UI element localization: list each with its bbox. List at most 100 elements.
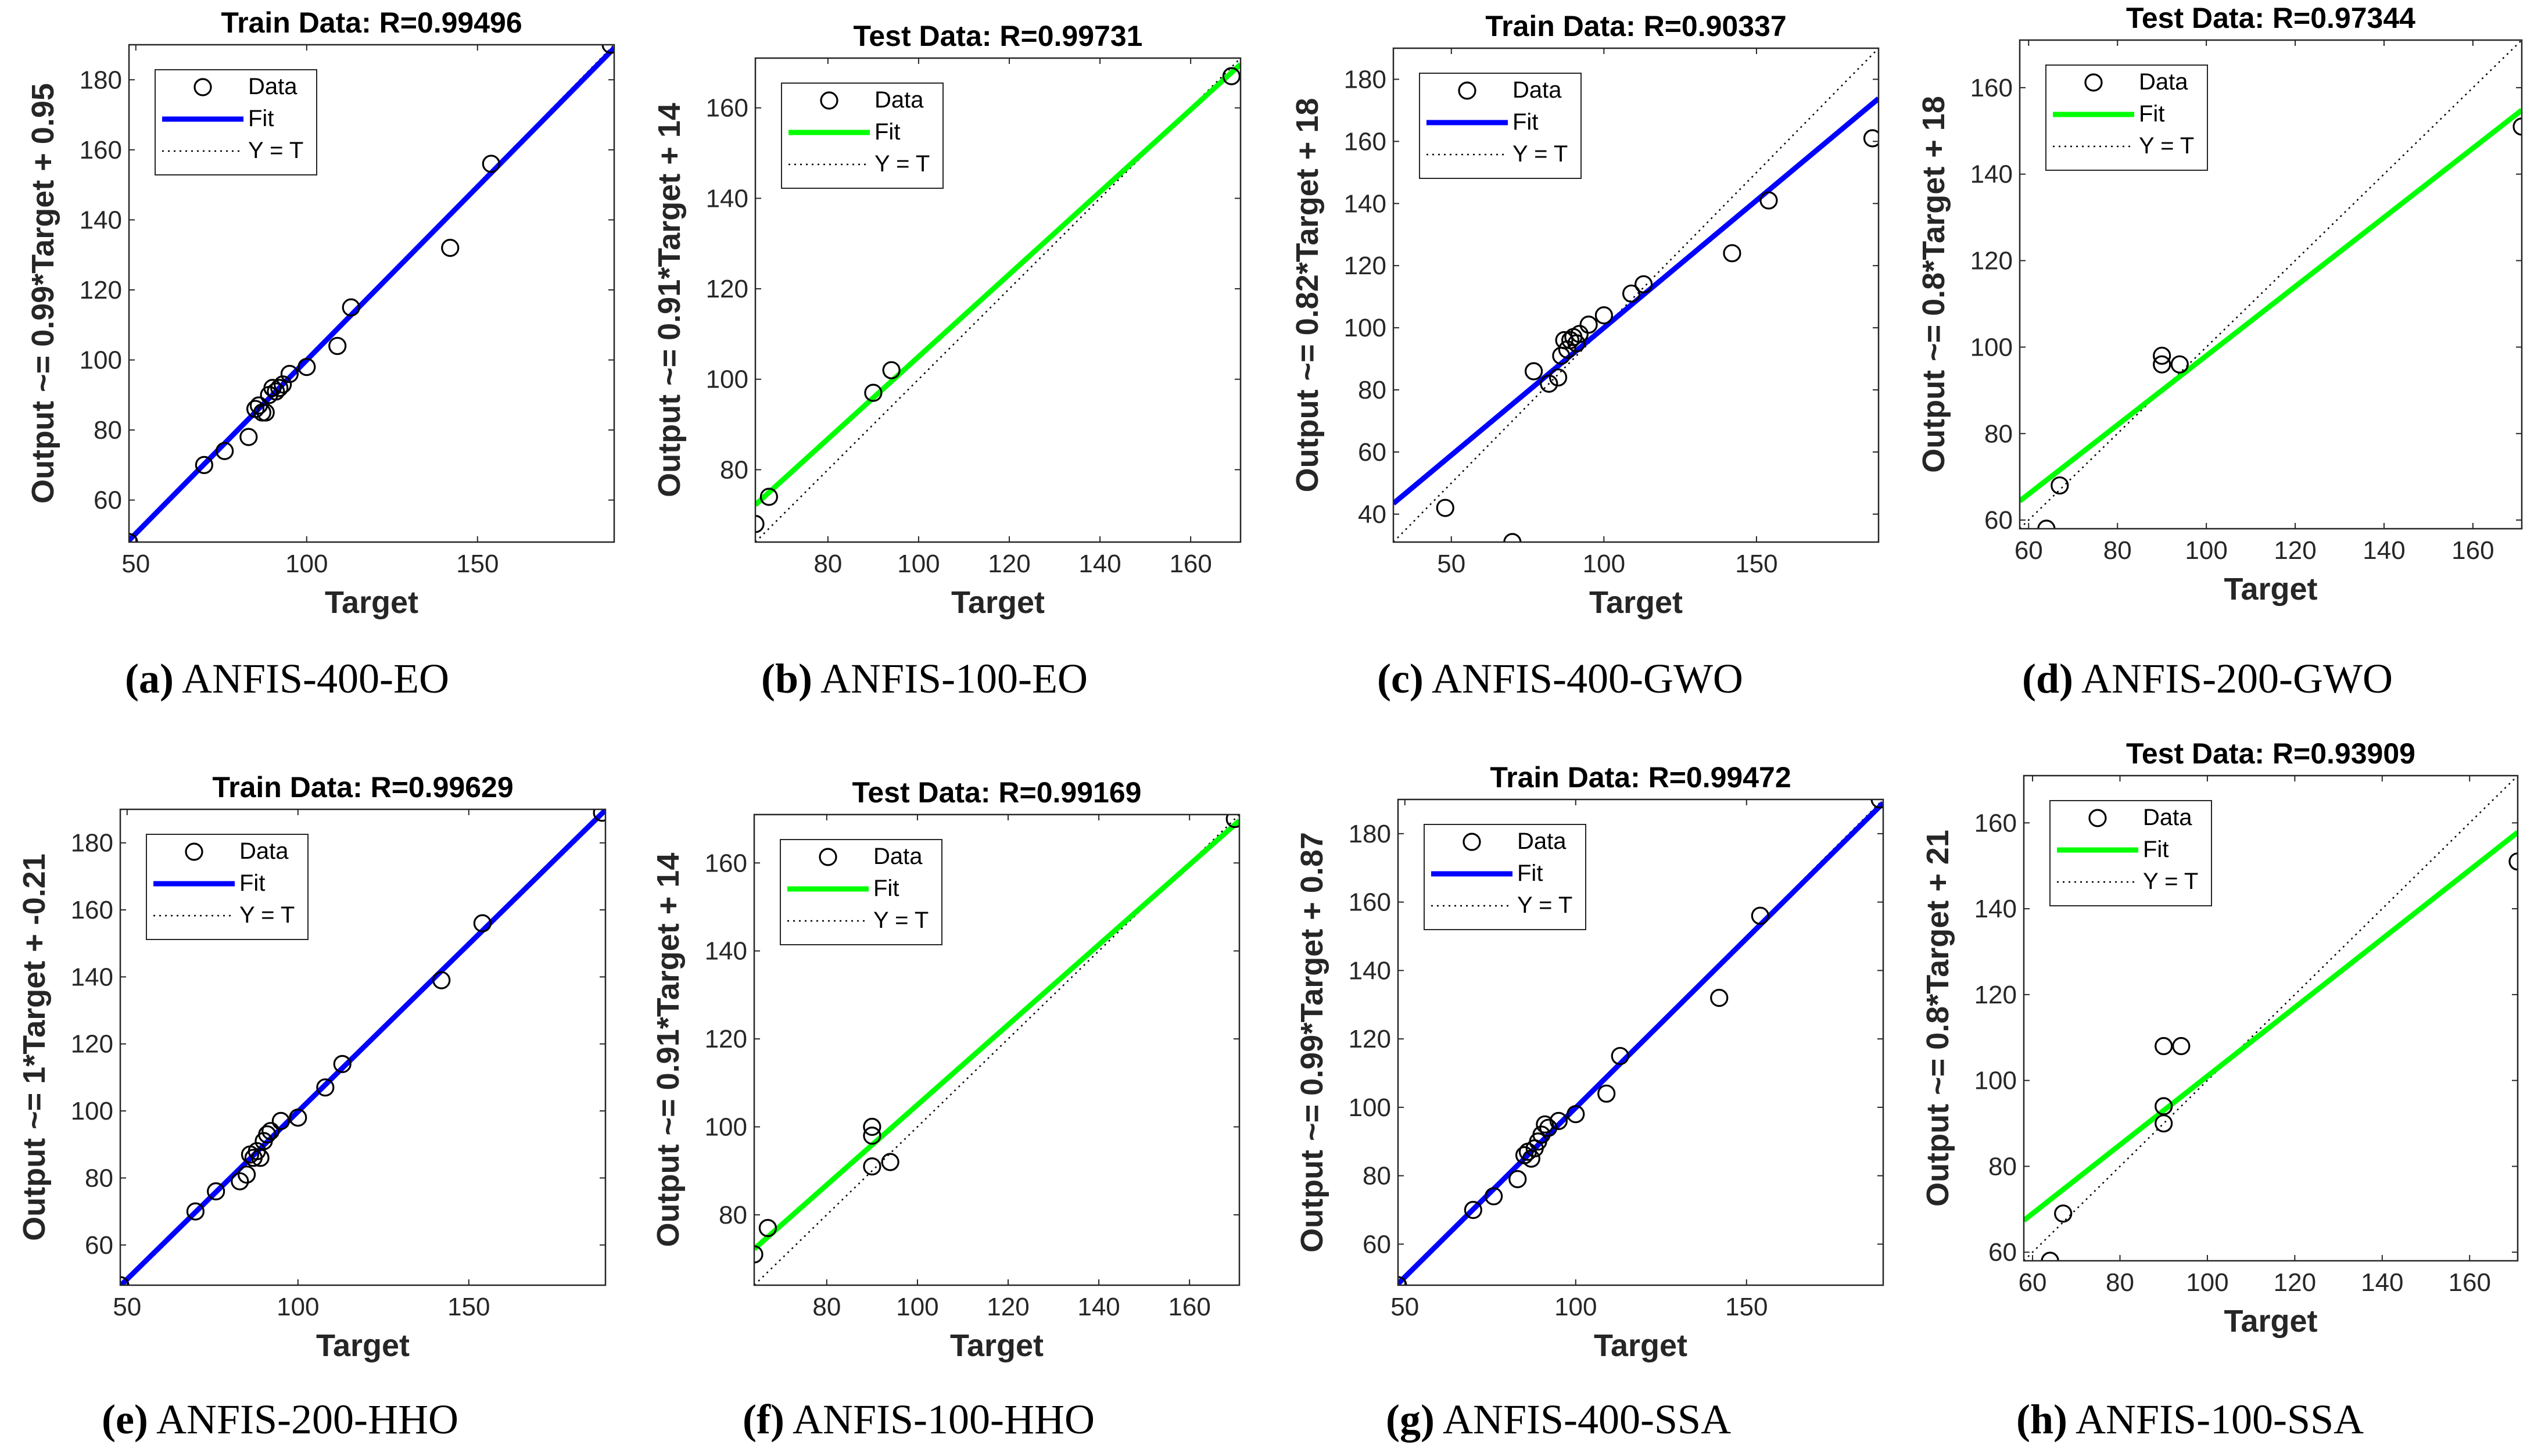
data-point [432, 971, 451, 989]
caption-text: ANFIS-100-EO [812, 655, 1088, 702]
figure-caption: (f) ANFIS-100-HHO [743, 1396, 1095, 1444]
x-tick-label: 140 [2361, 1268, 2403, 1297]
y-tick-label: 60 [94, 486, 122, 515]
data-point [271, 1111, 290, 1130]
y-tick-label: 100 [1349, 1093, 1391, 1122]
legend-label: Fit [2139, 101, 2164, 127]
data-point [1759, 191, 1778, 210]
y-tick-label: 180 [1349, 820, 1391, 848]
data-point [755, 515, 765, 533]
legend-label: Y = T [1517, 892, 1572, 918]
chart-title: Test Data: R=0.99731 [854, 20, 1143, 52]
data-point [758, 1218, 777, 1238]
y-axis-label: Output ~= 0.8*Target + 18 [1916, 96, 1951, 473]
y-axis-label: Output ~= 0.91*Target + 14 [651, 853, 686, 1247]
legend-label: Y = T [239, 902, 295, 928]
y-tick-label: 160 [80, 136, 122, 164]
legend: Data Fit Y = T [2049, 800, 2212, 906]
legend-label: Data [2143, 805, 2192, 830]
legend-marker-data [2084, 73, 2103, 92]
data-point [2037, 519, 2056, 529]
x-axis-label: Target [1589, 585, 1683, 620]
x-axis-label: Target [316, 1328, 410, 1363]
data-point [186, 1202, 205, 1221]
x-tick-label: 50 [1437, 550, 1465, 578]
data-point [239, 428, 258, 446]
y-tick-label: 80 [720, 456, 748, 484]
y-tick-label: 140 [80, 206, 122, 234]
x-tick-label: 120 [988, 550, 1030, 578]
y-tick-label: 100 [706, 365, 748, 394]
y-tick-label: 140 [71, 963, 113, 991]
y-axis-label: Output ~= 0.99*Target + 0.87 [1295, 832, 1329, 1253]
series-layer [1393, 48, 1879, 542]
y-tick-label: 160 [705, 849, 747, 877]
data-point [342, 298, 360, 317]
data-point [231, 1172, 249, 1190]
data-point [1863, 129, 1879, 148]
legend: Data Fit Y = T [146, 834, 309, 940]
caption-text: ANFIS-100-SSA [2067, 1396, 2364, 1443]
data-point [237, 1165, 256, 1184]
legend-box [780, 839, 942, 945]
data-point [593, 809, 605, 822]
data-point [2041, 1251, 2059, 1261]
figure-caption: (d) ANFIS-200-GWO [2022, 655, 2393, 703]
legend: Data Fit Y = T [780, 839, 942, 945]
legend-label: Y = T [1512, 141, 1568, 167]
figure-caption: (g) ANFIS-400-SSA [1386, 1396, 1731, 1444]
chart-title: Train Data: R=0.99496 [221, 6, 522, 39]
x-axis-label: Target [1594, 1328, 1687, 1363]
legend: Data Fit Y = T [1424, 824, 1586, 930]
data-point [251, 1149, 270, 1167]
x-tick-label: 100 [277, 1293, 319, 1321]
y-tick-label: 80 [1363, 1162, 1391, 1190]
data-point [1436, 499, 1454, 517]
y-tick-label: 80 [1984, 419, 2013, 448]
x-tick-label: 140 [1077, 1293, 1120, 1321]
data-point [2170, 355, 2189, 374]
x-tick-label: 160 [1169, 550, 1211, 578]
chart-title: Train Data: R=0.90337 [1485, 10, 1786, 42]
data-point [2508, 852, 2518, 871]
y-tick-label: 60 [1988, 1238, 2017, 1267]
x-tick-label: 60 [2019, 1268, 2047, 1297]
data-point [1594, 306, 1613, 325]
caption-text: ANFIS-400-GWO [1423, 655, 1743, 702]
data-point [1225, 815, 1239, 829]
y-axis-label: Output ~= 0.8*Target + 21 [1920, 830, 1955, 1207]
y-tick-label: 140 [705, 937, 747, 966]
y-tick-label: 160 [1344, 127, 1386, 156]
y-tick-label: 100 [1970, 333, 2013, 361]
x-tick-label: 140 [1078, 550, 1121, 578]
x-axis-label: Target [2224, 572, 2317, 607]
data-point [759, 487, 779, 506]
data-point [1524, 362, 1543, 381]
y-tick-label: 60 [1358, 438, 1386, 467]
x-tick-label: 100 [1583, 550, 1625, 578]
axes-box [128, 44, 615, 543]
axes-box [119, 808, 607, 1286]
figure-caption: (c) ANFIS-400-GWO [1377, 655, 1743, 703]
y-tick-label: 120 [1344, 252, 1386, 280]
y-tick-label: 80 [94, 416, 122, 444]
caption-text: ANFIS-200-GWO [2073, 655, 2393, 702]
data-point [216, 442, 234, 460]
x-tick-label: 160 [1168, 1293, 1210, 1321]
x-tick-label: 120 [2274, 1268, 2316, 1297]
data-point [316, 1078, 335, 1097]
y-tick-label: 180 [71, 829, 113, 858]
legend-label: Fit [239, 870, 265, 896]
chart-panel-2: 80 100 120 140 160 80 100 120 140 160 Test Data: R… [652, 20, 1242, 620]
legend-label: Fit [1512, 109, 1538, 135]
legend-label: Y = T [2143, 869, 2198, 894]
x-tick-label: 50 [121, 550, 150, 578]
y-tick-label: 160 [1349, 888, 1391, 917]
caption-text: ANFIS-100-HHO [784, 1396, 1095, 1443]
fit-line [754, 819, 1239, 1251]
series-layer [754, 815, 1239, 1285]
data-point [1635, 275, 1653, 293]
y-tick-label: 120 [1349, 1025, 1391, 1053]
legend: Data Fit Y = T [155, 69, 317, 175]
legend-label: Fit [2143, 837, 2168, 862]
